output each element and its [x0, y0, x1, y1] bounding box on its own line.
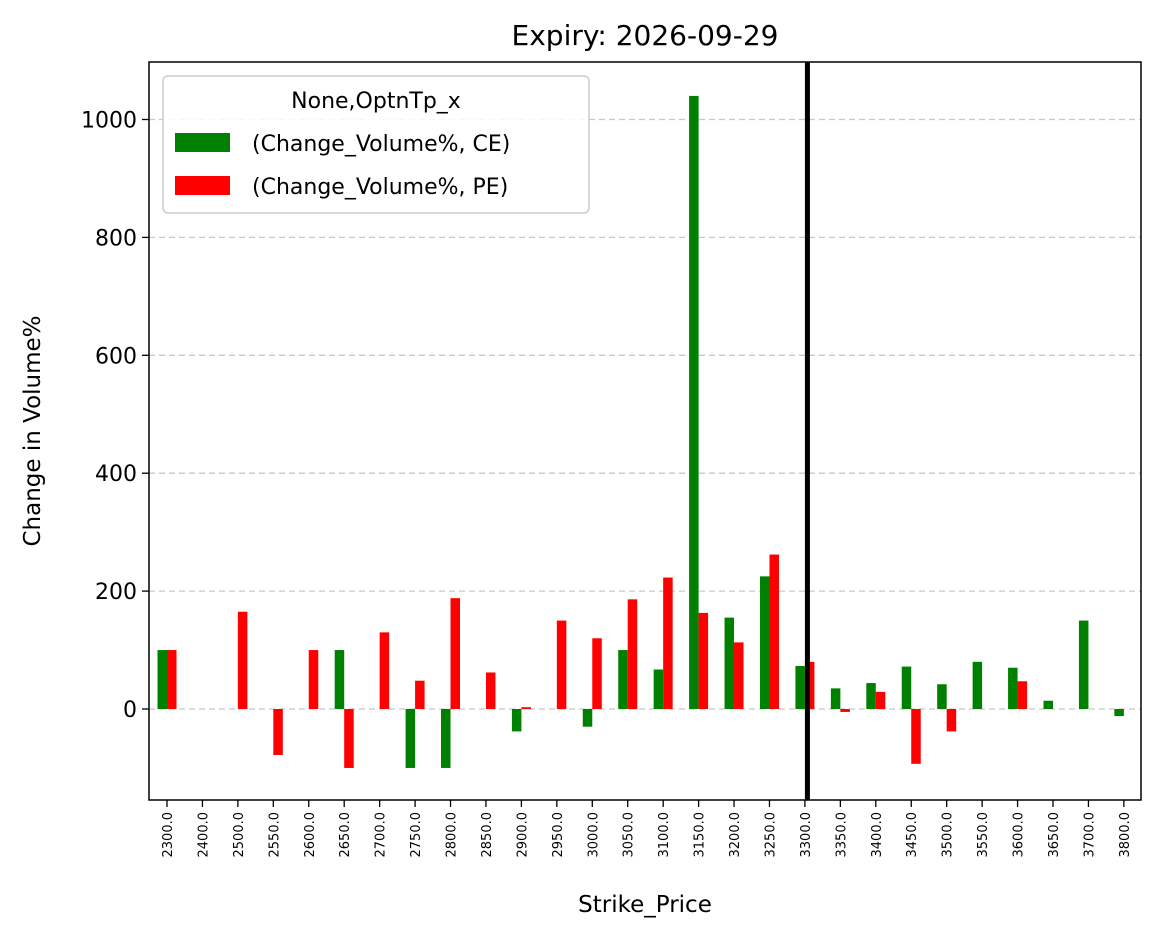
- bar-ce: [866, 683, 876, 709]
- bar-ce: [405, 709, 416, 768]
- x-tick-label: 2850.0: [480, 812, 495, 858]
- legend-swatch-ce: [175, 133, 230, 152]
- legend: None,OptnTp_x (Change_Volume%, CE) (Chan…: [162, 75, 590, 214]
- bar-pe: [237, 611, 248, 709]
- legend-swatch-pe: [175, 176, 230, 195]
- bar-ce: [724, 617, 735, 709]
- bar-ce: [582, 709, 593, 727]
- bar-ce: [334, 650, 345, 709]
- x-tick-label: 2500.0: [232, 812, 247, 858]
- bars: [157, 95, 1124, 768]
- bar-pe: [485, 672, 496, 709]
- y-axis-ticks: 0 200 400 600 800 1000: [81, 109, 149, 723]
- x-tick-label: 2600.0: [303, 812, 318, 858]
- bar-pe: [450, 598, 461, 709]
- bar-ce: [441, 709, 451, 768]
- x-tick-label: 3550.0: [976, 812, 991, 858]
- x-tick-label: 3600.0: [1012, 812, 1027, 858]
- bar-ce: [157, 650, 167, 709]
- bar-pe: [167, 650, 177, 709]
- x-tick-label: 2400.0: [196, 812, 211, 858]
- bar-pe: [840, 709, 850, 712]
- bar-ce: [653, 669, 664, 709]
- bar-pe: [734, 642, 744, 709]
- bar-ce: [1114, 709, 1124, 717]
- x-tick-label: 3300.0: [799, 812, 814, 858]
- bar-pe: [769, 554, 779, 709]
- bar-ce: [901, 666, 912, 709]
- x-tick-label: 3650.0: [1047, 812, 1062, 858]
- bar-pe: [556, 620, 567, 709]
- x-tick-label: 3050.0: [622, 812, 637, 858]
- x-tick-label: 3800.0: [1118, 812, 1133, 858]
- bar-ce: [618, 650, 628, 709]
- bar-ce: [511, 709, 522, 732]
- x-axis-label: Strike_Price: [578, 892, 712, 918]
- bar-ce: [1008, 667, 1018, 709]
- bar-ce: [1078, 620, 1089, 709]
- x-tick-label: 2750.0: [409, 812, 424, 858]
- legend-title: None,OptnTp_x: [291, 89, 461, 114]
- plot-frame: [148, 61, 1142, 801]
- x-tick-label: 3100.0: [657, 812, 672, 858]
- bar-pe: [308, 650, 319, 709]
- x-tick-label: 2550.0: [267, 812, 282, 858]
- legend-label-pe: (Change_Volume%, PE): [252, 175, 508, 200]
- x-tick-label: 3000.0: [586, 812, 601, 858]
- x-tick-label: 3400.0: [870, 812, 885, 858]
- bar-ce: [830, 688, 841, 709]
- x-tick-label: 2950.0: [551, 812, 566, 858]
- bar-pe: [698, 612, 709, 709]
- x-axis-ticks: 2300.0 2400.0 2500.0 2550.0 2600.0 2650.0 2700…: [161, 800, 1133, 858]
- bar-pe: [273, 709, 283, 755]
- bar-ce: [689, 95, 699, 710]
- y-tick-label: 600: [95, 344, 137, 369]
- bar-pe: [592, 638, 602, 709]
- x-tick-label: 3250.0: [763, 812, 778, 858]
- bar-pe: [663, 577, 673, 709]
- y-tick-label: 1000: [81, 109, 137, 134]
- bar-pe: [911, 709, 921, 764]
- bar-pe: [521, 707, 531, 709]
- bar-ce: [937, 684, 947, 709]
- bar-pe: [1017, 681, 1028, 709]
- bar-pe: [875, 691, 886, 709]
- chart-title: Expiry: 2026-09-29: [512, 19, 779, 52]
- bar-ce: [1043, 700, 1053, 709]
- bar-pe: [344, 709, 354, 768]
- x-tick-label: 2300.0: [161, 812, 176, 858]
- legend-box: [162, 75, 590, 214]
- x-tick-label: 3700.0: [1082, 812, 1097, 858]
- bar-pe: [415, 680, 425, 709]
- y-tick-label: 800: [95, 226, 137, 251]
- y-axis-label: Change in Volume%: [20, 315, 46, 546]
- x-tick-label: 3150.0: [693, 812, 708, 858]
- x-tick-label: 2650.0: [338, 812, 353, 858]
- legend-label-ce: (Change_Volume%, CE): [252, 132, 510, 157]
- bar-pe: [946, 709, 957, 732]
- x-tick-label: 3450.0: [905, 812, 920, 858]
- x-tick-label: 3350.0: [834, 812, 849, 858]
- bar-ce: [972, 661, 983, 709]
- x-tick-label: 2800.0: [445, 812, 460, 858]
- x-tick-label: 2700.0: [374, 812, 389, 858]
- bar-ce: [795, 665, 805, 709]
- x-tick-label: 2900.0: [515, 812, 530, 858]
- y-tick-label: 400: [95, 462, 137, 487]
- bar-ce: [759, 576, 770, 709]
- bar-pe: [627, 599, 638, 709]
- bar-pe: [379, 632, 390, 709]
- y-tick-label: 200: [95, 580, 137, 605]
- y-tick-label: 0: [123, 698, 137, 723]
- x-tick-label: 3500.0: [941, 812, 956, 858]
- x-tick-label: 3200.0: [728, 812, 743, 858]
